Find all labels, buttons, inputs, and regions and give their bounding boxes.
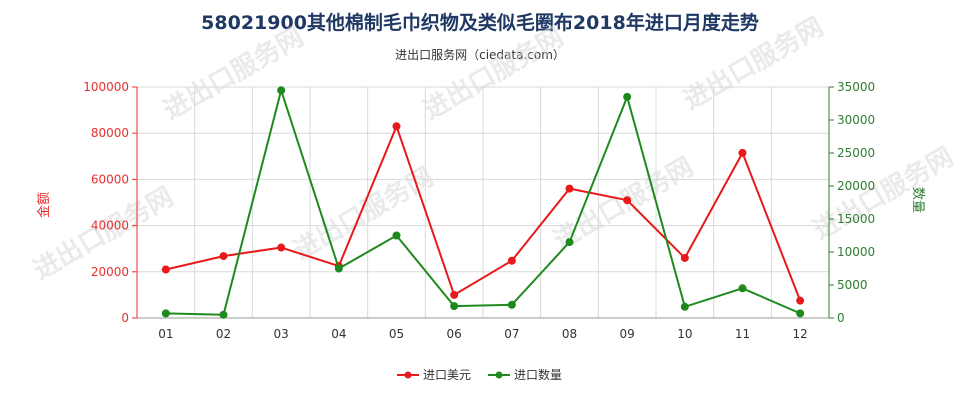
series-line-1: [165, 86, 801, 316]
y-axis-left-label: 金额: [36, 192, 52, 218]
y-left-tick-label: 60000: [91, 172, 129, 186]
legend-marker-1: [495, 371, 503, 379]
series-point-1: [623, 92, 632, 101]
series-point-1: [277, 86, 286, 95]
series-line-0: [165, 123, 802, 302]
series-point-1: [738, 284, 747, 293]
y-left-tick-label: 100000: [83, 80, 129, 94]
series-point-0: [450, 290, 459, 299]
legend-label-0: 进口美元: [423, 368, 471, 382]
series-point-1: [219, 310, 228, 319]
series-point-1: [334, 264, 343, 273]
y-left-tick-label: 0: [121, 311, 129, 325]
series-point-1: [507, 300, 516, 309]
x-tick-label: 10: [677, 327, 692, 341]
x-tick-label: 09: [620, 327, 635, 341]
series-point-1: [680, 302, 689, 311]
series-point-1: [565, 238, 574, 247]
series-point-0: [796, 296, 805, 305]
y-right-tick-label: 10000: [837, 245, 875, 259]
x-tick-label: 01: [158, 327, 173, 341]
series-point-1: [161, 309, 170, 318]
y-left-tick-label: 40000: [91, 219, 129, 233]
series-point-0: [161, 265, 170, 274]
series-point-0: [623, 196, 632, 205]
y-right-tick-label: 5000: [837, 278, 868, 292]
series-point-1: [450, 302, 459, 311]
x-tick-label: 03: [274, 327, 289, 341]
chart-subtitle: 进出口服务网（ciedata.com）: [395, 48, 565, 62]
y-axis-right-label: 数量: [910, 187, 925, 213]
watermark-text: 进出口服务网: [289, 162, 439, 266]
x-tick-label: 06: [447, 327, 462, 341]
legend-marker-0: [404, 371, 412, 379]
x-tick-label: 04: [331, 327, 346, 341]
series-point-1: [796, 309, 805, 318]
series-point-0: [680, 253, 689, 262]
y-right-tick-label: 35000: [837, 80, 875, 94]
y-left-tick-label: 20000: [91, 265, 129, 279]
series-point-0: [738, 148, 747, 157]
chart-title: 58021900其他棉制毛巾织物及类似毛圈布2018年进口月度走势: [201, 12, 759, 34]
y-right-tick-label: 30000: [837, 113, 875, 127]
y-right-tick-label: 25000: [837, 146, 875, 160]
x-tick-label: 11: [735, 327, 750, 341]
watermark-text: 进出口服务网: [419, 22, 569, 126]
legend-label-1: 进口数量: [514, 367, 562, 382]
x-tick-label: 07: [504, 327, 519, 341]
y-left-tick-label: 80000: [91, 126, 129, 140]
x-tick-label: 12: [793, 327, 808, 341]
series-point-0: [277, 243, 286, 252]
x-tick-label: 08: [562, 327, 577, 341]
series-point-0: [507, 256, 516, 265]
series-point-0: [219, 252, 228, 261]
watermark-text: 进出口服务网: [159, 22, 309, 126]
y-right-tick-label: 15000: [837, 212, 875, 226]
x-tick-label: 02: [216, 327, 231, 341]
watermark-text: 进出口服务网: [809, 142, 959, 246]
series-point-0: [565, 184, 574, 193]
x-tick-label: 05: [389, 327, 404, 341]
series-point-1: [392, 231, 401, 240]
y-right-tick-label: 0: [837, 311, 845, 325]
series-point-0: [392, 122, 401, 131]
watermark-text: 进出口服务网: [679, 12, 829, 116]
y-right-tick-label: 20000: [837, 179, 875, 193]
